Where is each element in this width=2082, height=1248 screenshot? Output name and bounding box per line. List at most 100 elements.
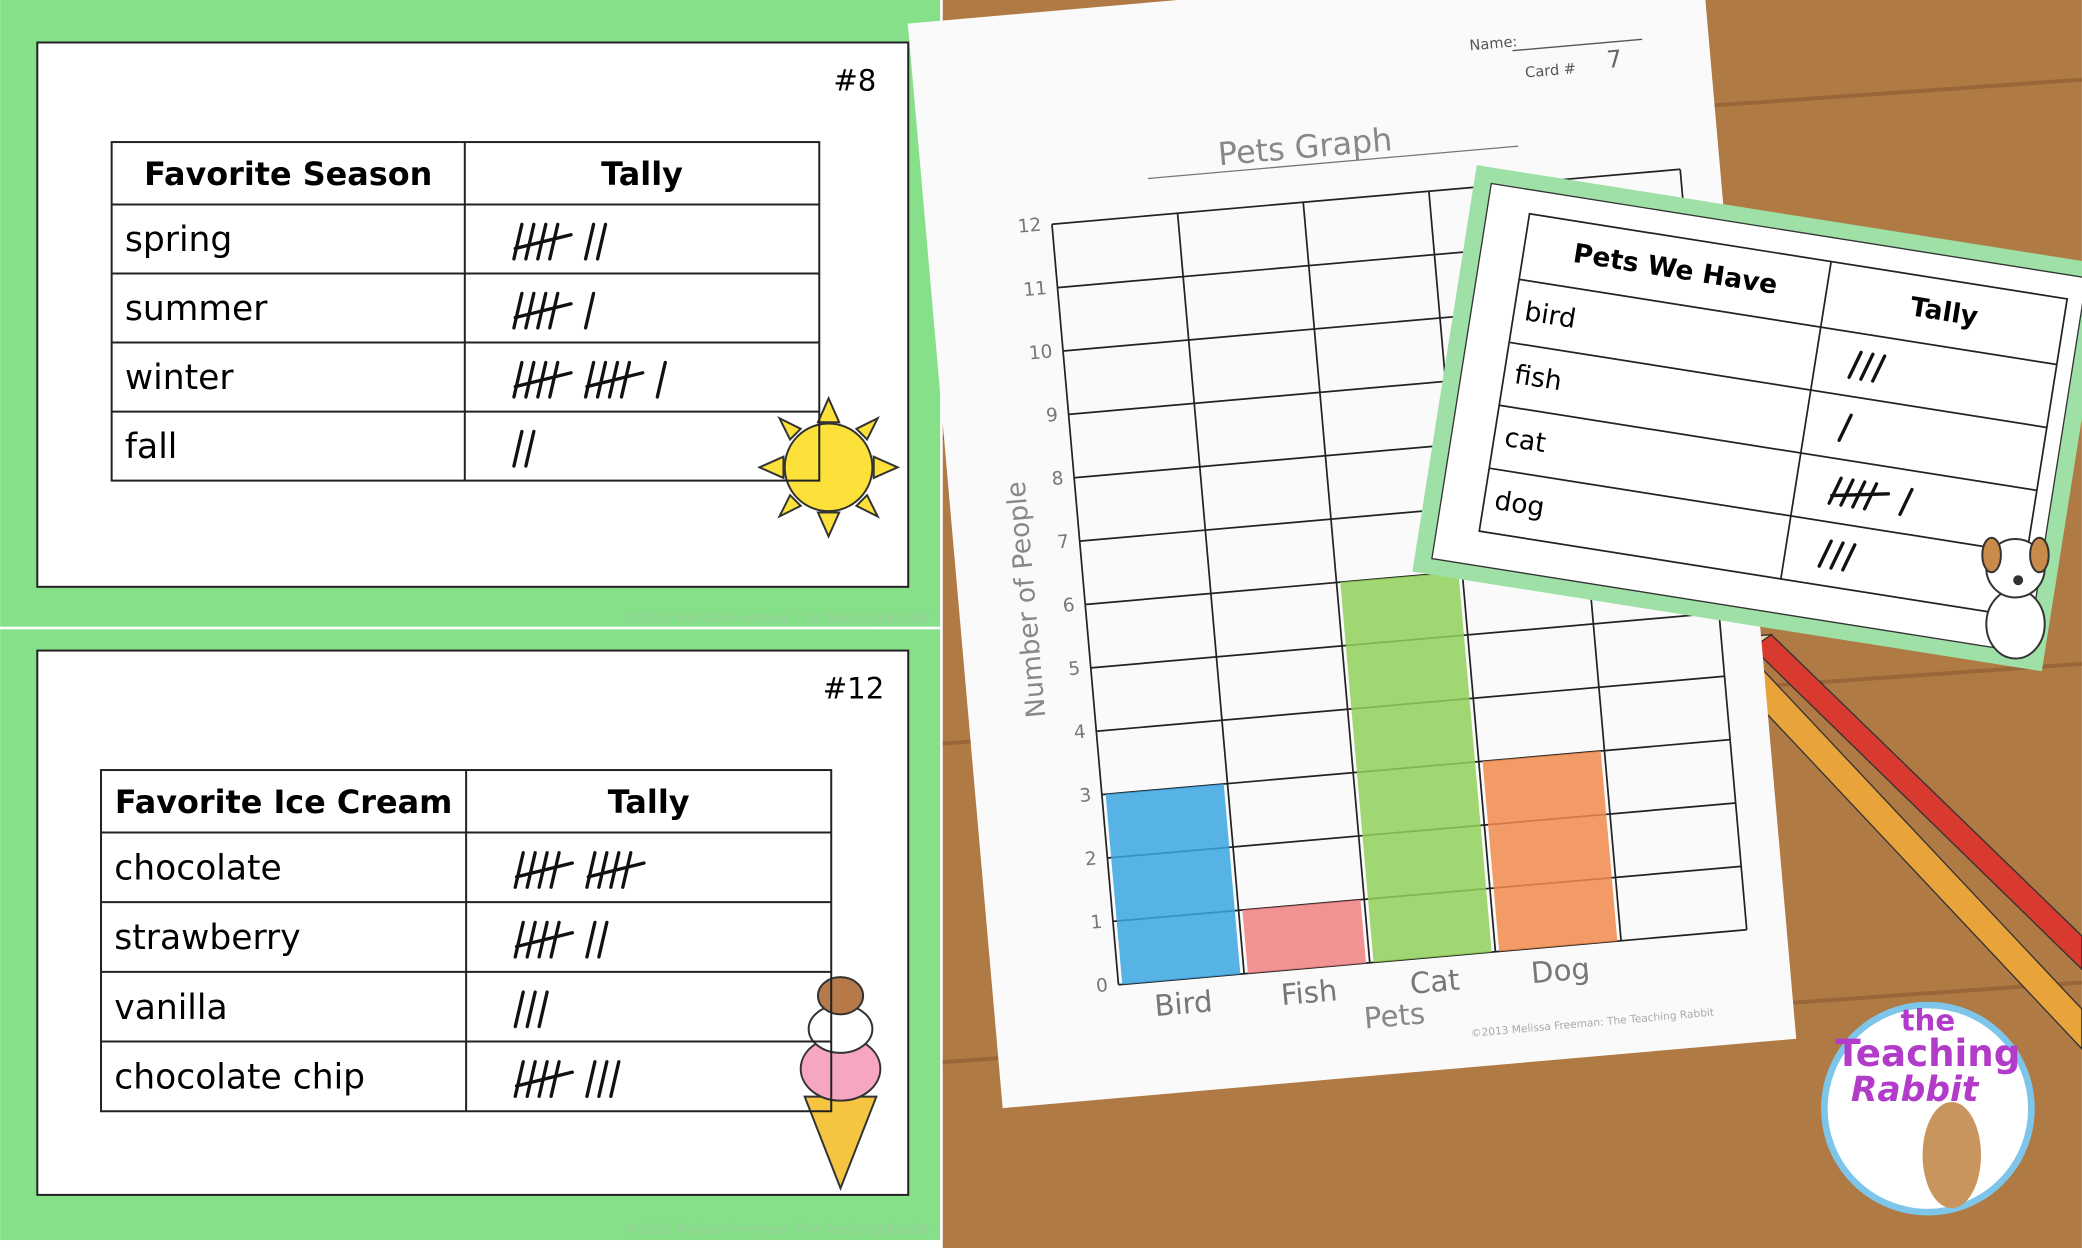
tally-stroke [513,920,525,959]
title-line [1147,145,1519,180]
tally-stroke [514,861,574,879]
tally-stroke [1837,413,1853,442]
tally-stroke [595,222,608,261]
tally-marks [512,360,667,399]
tally-stroke [525,1060,537,1098]
bar [1105,783,1241,985]
tally-stroke [524,291,536,330]
tally-stroke [1859,352,1875,381]
tally-stroke [585,851,597,889]
y-tick-label: 5 [1067,658,1081,680]
table-line [1499,404,2037,492]
tally-stroke [655,360,667,399]
tally-stroke [512,222,524,261]
card [36,41,910,588]
table-line [1489,467,2028,555]
sun-icon [757,395,901,539]
row-label: chocolate [114,848,282,888]
row-label: cat [1502,422,1548,459]
dog-icon [1981,536,2050,660]
logo-text: Teaching [1835,1031,2020,1075]
tally-stroke [619,360,632,399]
tally-stroke [514,931,574,949]
copyright: ©2013 Melissa Freeman: The Teaching Rabb… [625,1222,930,1237]
tally-stroke [1830,492,1891,498]
row-label: vanilla [114,988,227,1028]
tally-stroke [1898,487,1914,517]
grid-column [1302,202,1371,963]
tally-stroke [512,291,524,330]
card-number: #8 [833,63,876,97]
tally-stroke [583,291,596,330]
tally-stroke [513,371,573,389]
table-line [1518,278,2057,366]
table-header: Tally [601,155,683,193]
x-tick-label: Dog [1530,951,1592,990]
y-tick-label: 9 [1045,405,1059,427]
logo-text: Rabbit [1851,1070,1980,1110]
y-tick-label: 10 [1028,341,1053,364]
tally-stroke [525,851,537,889]
tally-stroke [548,291,560,330]
x-tick-label: Fish [1279,973,1338,1012]
row-label: spring [125,220,232,260]
y-tick-label: 4 [1073,722,1087,744]
row-label: strawberry [114,918,300,958]
tally-stroke [549,920,561,959]
tally-stroke [585,371,645,389]
tally-stroke [512,360,524,399]
tally-marks [512,291,596,330]
tally-stroke [1862,482,1879,511]
y-tick-label: 0 [1095,975,1109,997]
tally-marks [512,429,536,468]
tally-stroke [548,222,560,261]
tally-stroke [513,233,573,251]
y-tick-label: 8 [1051,468,1065,490]
tally-stroke [1827,476,1843,505]
tally-marks [513,851,646,889]
row-label: chocolate chip [114,1058,365,1098]
tally-stroke [549,851,561,889]
table-border [1478,212,2069,618]
x-tick-label: Bird [1153,984,1214,1023]
tally-stroke [524,360,536,399]
tally-stroke [1841,543,1857,572]
table-header: Favorite Ice Cream [115,783,452,821]
tally-stroke [548,360,560,399]
y-tick-label: 11 [1022,278,1047,301]
tally-marks [513,1060,621,1098]
row-label: summer [125,289,268,329]
tally-stroke [512,429,524,468]
tally-stroke [586,861,646,879]
copyright: ©2013 Melissa Freeman: The Teaching Rabb… [625,612,930,627]
tally-stroke [513,302,573,320]
row-label: dog [1492,485,1546,523]
table-header: Favorite Season [144,155,432,193]
row-label: winter [125,358,234,398]
tally-marks [1837,413,1853,442]
tally-stroke [597,1060,609,1098]
card [1431,182,2082,654]
ice-cream-icon [799,976,882,1191]
grid-column [1176,213,1245,974]
tally-marks [1817,539,1857,572]
table-line [1509,341,2047,429]
card-number: #12 [823,671,885,705]
tally-stroke [513,990,525,1029]
tally-stroke [524,429,536,468]
tally-stroke [537,990,549,1029]
card [36,649,910,1196]
card-label: Card # [1524,60,1576,81]
tally-stroke [1847,350,1863,379]
tally-marks [1847,350,1887,383]
row-label: fall [125,427,177,467]
bar [1242,899,1367,974]
row-label: bird [1522,296,1578,335]
tally-stroke [595,360,608,399]
bar [1482,750,1618,952]
table-header: Tally [608,783,690,821]
tally-stroke [621,851,633,889]
bar [1340,571,1492,963]
